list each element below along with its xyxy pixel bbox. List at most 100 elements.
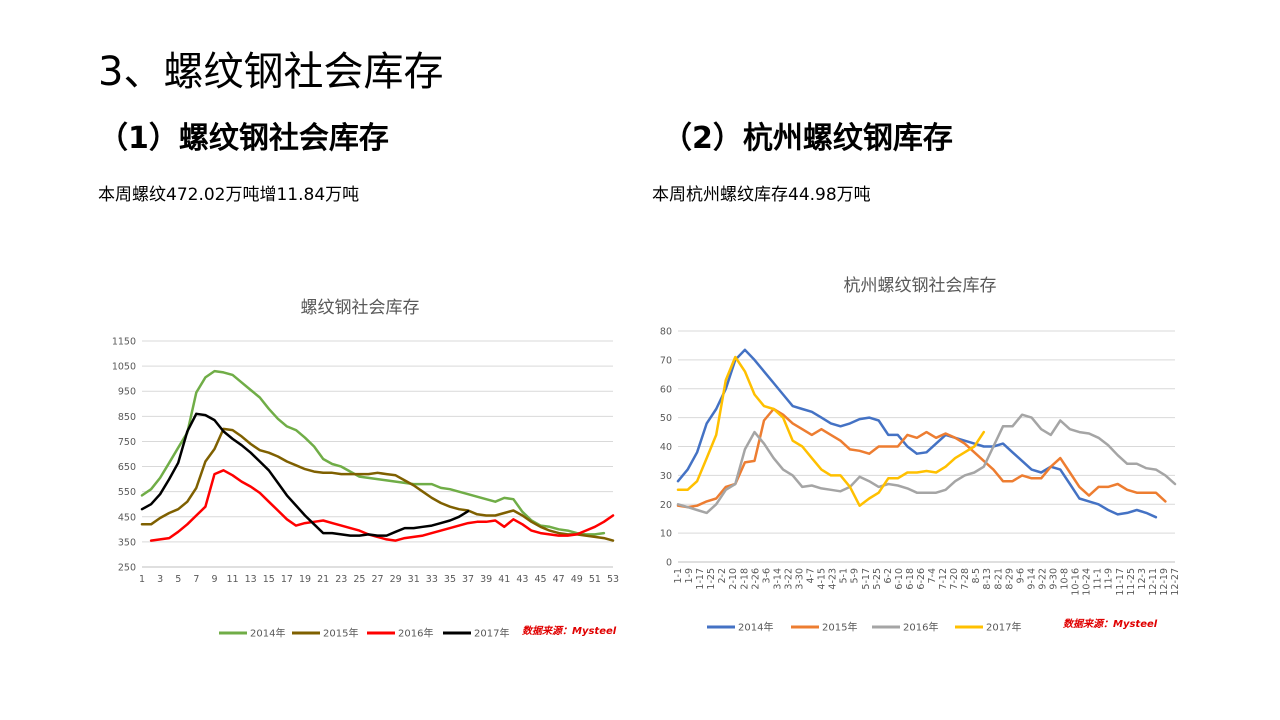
x-tick-label: 12-11 — [1148, 568, 1159, 596]
x-tick-label: 21 — [317, 574, 329, 585]
legend-label: 2016年 — [398, 627, 433, 640]
x-tick-label: 11-17 — [1115, 568, 1126, 596]
x-tick-label: 11-25 — [1126, 568, 1137, 596]
x-tick-label: 6-10 — [894, 568, 905, 590]
right-section-subtitle: 本周杭州螺纹库存44.98万吨 — [652, 182, 871, 208]
x-tick-label: 2-26 — [750, 568, 761, 590]
x-tick-label: 5-25 — [872, 568, 883, 590]
x-tick-label: 35 — [444, 574, 456, 585]
x-tick-label: 10-24 — [1082, 568, 1093, 596]
y-tick-label: 70 — [660, 355, 672, 366]
x-tick-label: 1-25 — [706, 568, 717, 590]
x-tick-label: 12-27 — [1170, 568, 1181, 596]
x-tick-label: 9 — [211, 574, 217, 585]
y-tick-label: 0 — [666, 558, 672, 569]
x-tick-label: 51 — [589, 574, 601, 585]
x-tick-label: 7-12 — [938, 568, 949, 590]
x-tick-label: 12-3 — [1137, 568, 1148, 590]
chart-title: 螺纹钢社会库存 — [301, 298, 420, 318]
y-tick-label: 450 — [118, 512, 136, 523]
left-section-title: （1）螺纹钢社会库存 — [98, 118, 389, 160]
x-tick-label: 29 — [390, 574, 402, 585]
rebar-inventory-chart: 螺纹钢社会库存 250 350 450 550 650 750 850 950 1050 1150 1… — [100, 285, 630, 650]
x-tick-label: 7-4 — [927, 568, 938, 584]
x-tick-label: 41 — [498, 574, 510, 585]
y-tick-label: 350 — [118, 537, 136, 548]
x-tick-label: 13 — [245, 574, 257, 585]
source-note: 数据来源：Mysteel — [522, 625, 617, 637]
chart-title: 杭州螺纹钢社会库存 — [844, 276, 997, 296]
x-tick-label: 23 — [335, 574, 347, 585]
x-tick-label: 8-5 — [971, 568, 982, 584]
y-tick-label: 950 — [118, 387, 136, 398]
x-tick-label: 10-16 — [1071, 568, 1082, 596]
x-tick-label: 49 — [571, 574, 583, 585]
x-tick-label: 5-17 — [861, 568, 872, 590]
x-tick-label: 3-14 — [772, 568, 783, 590]
hangzhou-inventory-chart: 杭州螺纹钢社会库存010203040506070801-1 1-9 1-17 1-25… — [645, 265, 1190, 650]
x-tick-label: 6-2 — [883, 568, 894, 584]
x-tick-label: 37 — [462, 574, 474, 585]
legend-label: 2014年 — [250, 627, 285, 640]
x-tick-label: 7-28 — [960, 568, 971, 590]
y-tick-label: 80 — [660, 327, 672, 338]
page-title: 3、螺纹钢社会库存 — [98, 46, 443, 98]
x-tick-label: 53 — [607, 574, 619, 585]
x-tick-label: 3-30 — [794, 568, 805, 590]
y-tick-label: 650 — [118, 462, 136, 473]
x-tick-label: 11-1 — [1093, 568, 1104, 590]
x-tick-label: 6-18 — [905, 568, 916, 590]
x-tick-label: 2-2 — [717, 568, 728, 584]
x-tick-label: 7 — [193, 574, 199, 585]
x-tick-label: 5 — [175, 574, 181, 585]
x-tick-label: 4-15 — [817, 568, 828, 590]
x-tick-label: 45 — [534, 574, 546, 585]
series-line-2016年 — [678, 415, 1175, 513]
x-tick-label: 4-7 — [806, 568, 817, 584]
x-tick-label: 27 — [371, 574, 383, 585]
legend-label: 2015年 — [323, 627, 358, 640]
legend-label: 2017年 — [474, 627, 509, 640]
x-tick-label: 10-8 — [1060, 568, 1071, 590]
x-tick-label: 9-14 — [1026, 568, 1037, 590]
x-tick-label: 33 — [426, 574, 438, 585]
x-tick-label: 3-6 — [761, 568, 772, 584]
legend-label: 2017年 — [986, 621, 1021, 634]
legend-label: 2014年 — [738, 621, 773, 634]
legend-label: 2016年 — [903, 621, 938, 634]
x-tick-label: 19 — [299, 574, 311, 585]
y-tick-label: 250 — [118, 563, 136, 574]
y-tick-label: 60 — [660, 384, 672, 395]
x-tick-label: 4-23 — [828, 568, 839, 590]
x-tick-label: 11 — [227, 574, 239, 585]
x-tick-label: 8-21 — [993, 568, 1004, 590]
x-tick-label: 17 — [281, 574, 293, 585]
x-tick-label: 3 — [157, 574, 163, 585]
x-tick-label: 15 — [263, 574, 275, 585]
legend-label: 2015年 — [822, 621, 857, 634]
x-tick-label: 2-10 — [728, 568, 739, 590]
x-tick-label: 39 — [480, 574, 492, 585]
x-tick-label: 9-6 — [1015, 568, 1026, 584]
y-tick-label: 1150 — [112, 337, 136, 348]
x-tick-label: 25 — [353, 574, 365, 585]
y-tick-label: 50 — [660, 413, 672, 424]
x-tick-label: 6-26 — [916, 568, 927, 590]
x-tick-label: 1 — [139, 574, 145, 585]
x-tick-label: 1-1 — [673, 568, 684, 584]
left-section-subtitle: 本周螺纹472.02万吨增11.84万吨 — [98, 182, 359, 208]
y-tick-label: 850 — [118, 412, 136, 423]
x-tick-label: 9-30 — [1049, 568, 1060, 590]
series-line-2017年 — [142, 414, 468, 536]
x-tick-label: 9-22 — [1037, 568, 1048, 590]
y-tick-label: 550 — [118, 487, 136, 498]
source-note: 数据来源：Mysteel — [1063, 618, 1158, 630]
y-tick-label: 1050 — [112, 362, 136, 373]
x-tick-label: 1-17 — [695, 568, 706, 590]
right-section-title: （2）杭州螺纹钢库存 — [662, 118, 953, 160]
x-tick-label: 7-20 — [949, 568, 960, 590]
y-tick-label: 40 — [660, 442, 672, 453]
y-tick-label: 750 — [118, 437, 136, 448]
x-tick-label: 43 — [516, 574, 528, 585]
x-tick-label: 5-1 — [839, 568, 850, 584]
